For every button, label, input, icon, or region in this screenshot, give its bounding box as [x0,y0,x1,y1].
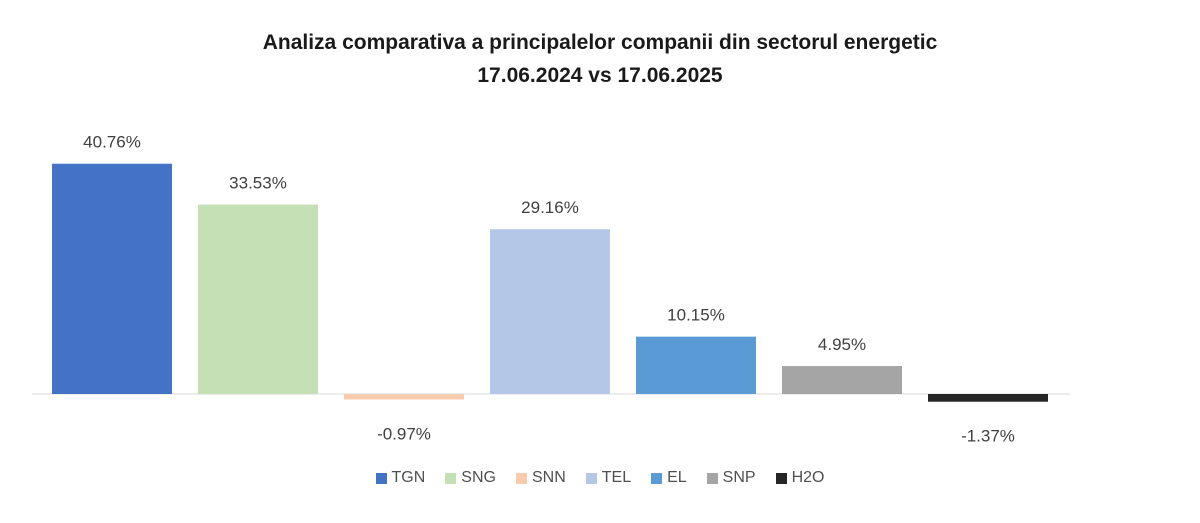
data-label-snn: -0.97% [377,424,431,443]
bar-tel [490,229,610,394]
data-label-tel: 29.16% [521,198,579,217]
data-label-tgn: 40.76% [83,133,141,152]
legend-item-sng: SNG [445,469,496,487]
legend-item-tel: TEL [585,469,632,487]
legend-item-snn: SNN [515,469,566,487]
data-label-h2o: -1.37% [961,427,1015,446]
chart-title-line: Analiza comparativa a principalelor comp… [262,31,938,54]
data-label-snp: 4.95% [818,335,866,354]
legend-item-tgn: TGN [375,469,426,487]
bar-snn [344,394,464,400]
bar-snp [782,366,902,394]
legend-label: TEL [601,469,632,486]
legend-label: SNG [461,469,496,486]
legend-item-el: EL [651,469,687,487]
legend-label: SNN [531,469,566,486]
legend-swatch [651,472,663,484]
chart-subtitle-line: 17.06.2024 vs 17.06.2025 [477,64,723,87]
legend-swatch [775,472,787,484]
legend-swatch [515,472,527,484]
legend-label: TGN [391,469,426,486]
legend-label: H2O [791,469,825,486]
data-label-sng: 33.53% [229,174,287,193]
data-label-el: 10.15% [667,306,725,325]
legend-label: SNP [722,469,756,486]
bar-tgn [52,163,172,394]
bar-chart: 40.76% 33.53% -0.97% 29.16% 10.15% 4.95% -1.37… [32,133,1070,446]
bar-sng [198,204,318,394]
legend-label: EL [667,469,687,486]
bar-el [636,336,756,394]
chart-legend: TGN SNG SNN TEL EL SNP H2O [0,469,1200,487]
legend-swatch [706,472,718,484]
bar-h2o [928,394,1048,402]
legend-item-h2o: H2O [775,469,825,487]
legend-item-snp: SNP [706,469,756,487]
legend-swatch [375,472,387,484]
legend-swatch [445,472,457,484]
legend-swatch [585,472,597,484]
chart-title: Analiza comparativa a principalelor comp… [0,26,1200,92]
